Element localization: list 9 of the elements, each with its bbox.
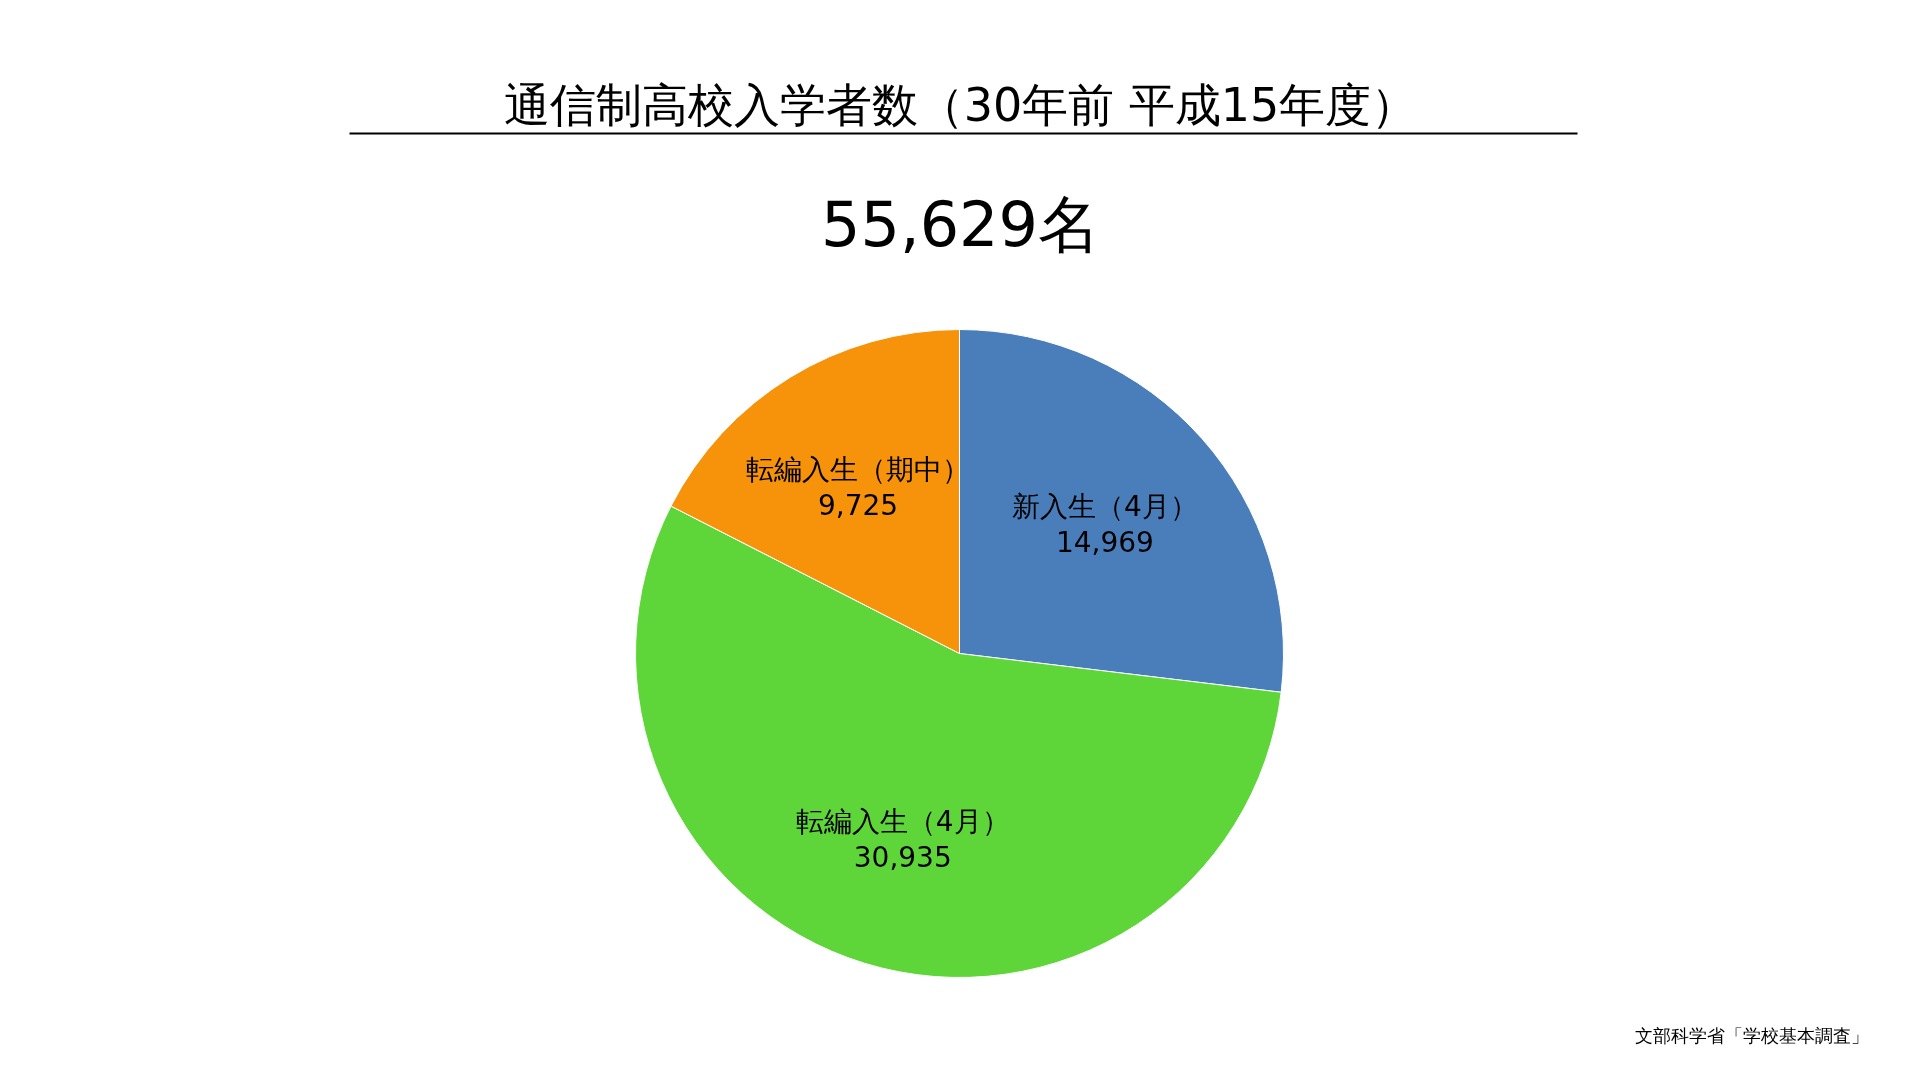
data-label: 30,935 xyxy=(853,841,952,875)
slice-label: 転編入生（4月） xyxy=(795,804,1010,838)
chart-subtitle: 55,629名 xyxy=(821,188,1100,261)
data-label: 9,725 xyxy=(817,489,899,523)
text: 文部科学省「学校基本調査」 xyxy=(1634,1025,1869,1046)
slice-label: 新入生（4月） xyxy=(1012,489,1198,523)
slice-label: 転編入生（期中） xyxy=(746,453,971,487)
chart-title: 通信制高校入学者数（30年前 平成15年度） xyxy=(503,77,1418,132)
data-label: 14,969 xyxy=(1055,526,1154,560)
